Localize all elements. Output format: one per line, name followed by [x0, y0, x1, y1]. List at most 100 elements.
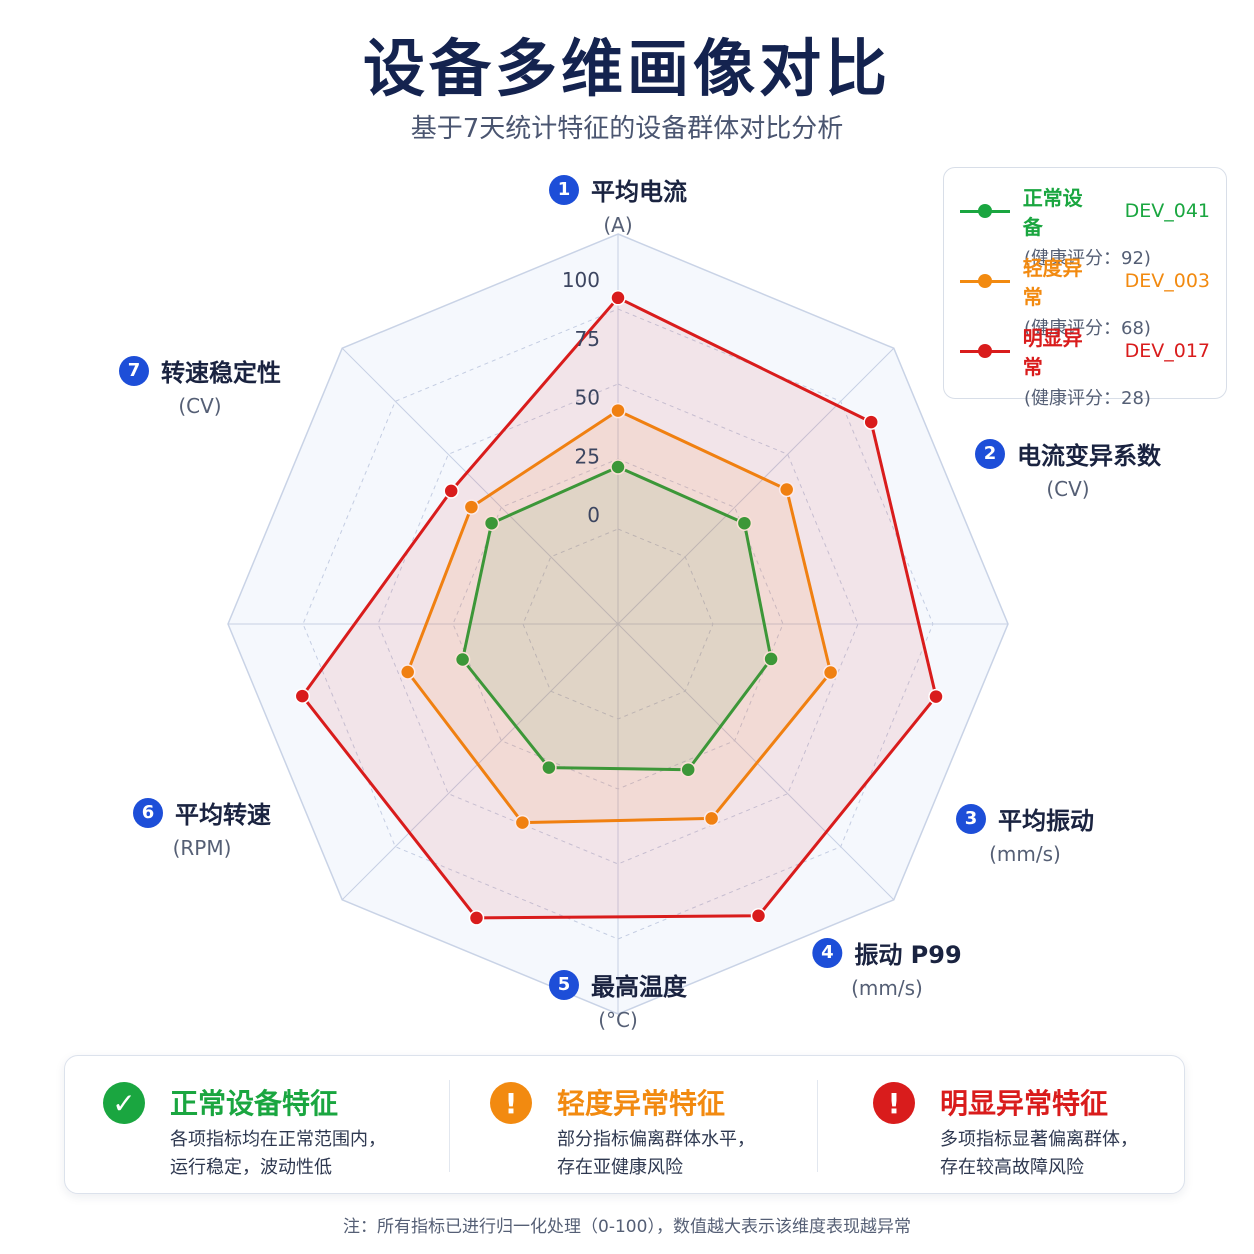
series-point: [822, 664, 839, 681]
series-point: [928, 688, 944, 705]
series-point: [541, 759, 557, 776]
radar-grid-ring: [377, 383, 859, 865]
legend-id: DEV_041: [1124, 200, 1210, 222]
radar-chart: 0 25 50 75 100: [227, 233, 1009, 1015]
series-point: [468, 910, 485, 926]
legend: 正常设备 DEV_041 (健康评分：92) 轻度异常 DEV_003 (健康评…: [943, 167, 1227, 409]
card-title: 明显异常特征: [940, 1087, 1109, 1120]
axis-unit: (RPM): [172, 836, 232, 860]
axis-name: 振动 P99: [854, 941, 962, 969]
tick-label: 75: [575, 327, 600, 351]
legend-score: (健康评分：28): [1024, 388, 1151, 409]
legend-name: 轻度异常: [1022, 256, 1083, 309]
summary-card-severe: ! 明显异常特征 多项指标显著偏离群体， 存在较高故障风险: [835, 1056, 1175, 1195]
series-point: [443, 483, 459, 499]
series-point: [463, 499, 480, 515]
legend-id: DEV_017: [1124, 340, 1210, 362]
radar-grid-ring: [302, 308, 934, 940]
legend-score: (健康评分：92): [1024, 248, 1151, 269]
radar-tick-labels: 0 25 50 75 100: [562, 268, 600, 527]
axis-label: 6 平均转速 (RPM): [133, 795, 271, 860]
series-point: [399, 664, 416, 680]
series-area-1: [461, 465, 773, 772]
series-point: [763, 651, 779, 667]
page-subtitle: 基于7天统计特征的设备群体对比分析: [410, 114, 844, 144]
axis-number-badge: 1: [549, 174, 579, 205]
axis-number-badge: 6: [133, 797, 163, 828]
legend-name: 明显异常: [1022, 326, 1083, 379]
axis-name: 最高温度: [591, 973, 687, 1001]
card-title: 正常设备特征: [170, 1087, 339, 1120]
series-area-3: [300, 296, 938, 920]
summary-card-mild: ! 轻度异常特征 部分指标偏离群体水平， 存在亚健康风险: [452, 1056, 792, 1195]
series-point: [863, 414, 879, 430]
axis-label: 2 电流变异系数 (CV): [975, 436, 1161, 501]
card-description: 多项指标显著偏离群体， 存在较高故障风险: [940, 1126, 1138, 1182]
tick-label: 100: [562, 268, 600, 292]
axis-label: 3 平均振动 (mm/s): [956, 801, 1094, 866]
tick-label: 0: [587, 503, 600, 527]
card-desc-line: 运行稳定，波动性低: [170, 1157, 332, 1178]
card-description: 部分指标偏离群体水平， 存在亚健康风险: [557, 1126, 755, 1182]
series-point: [514, 814, 531, 831]
exclamation-circle-icon: !: [490, 1082, 532, 1124]
legend-item-normal: 正常设备 DEV_041 (健康评分：92): [960, 182, 1210, 269]
footnote: 注：所有指标已进行归一化处理（0-100），数值越大表示该维度表现越异常: [343, 1217, 911, 1237]
axis-name: 转速稳定性: [161, 359, 281, 387]
divider: [817, 1080, 818, 1172]
series-point: [680, 761, 696, 778]
axis-unit: (mm/s): [851, 976, 923, 1000]
axis-label: 1 平均电流 (A): [549, 172, 687, 237]
legend-id: DEV_003: [1124, 270, 1210, 292]
axis-number-badge: 7: [119, 355, 149, 386]
exclamation-circle-icon: !: [873, 1082, 915, 1124]
series-point: [454, 651, 471, 668]
series-point: [294, 688, 311, 704]
axis-number-badge: 2: [975, 438, 1005, 469]
series-point: [483, 515, 500, 531]
card-desc-line: 部分指标偏离群体水平，: [557, 1129, 755, 1150]
axis-number-badge: 3: [956, 803, 986, 834]
legend-item-mild: 轻度异常 DEV_003 (健康评分：68): [960, 252, 1210, 339]
axis-name: 电流变异系数: [1017, 442, 1161, 470]
card-desc-line: 存在亚健康风险: [557, 1157, 683, 1178]
tick-label: 50: [575, 386, 600, 410]
axis-name: 平均振动: [998, 807, 1094, 835]
axis-label: 4 振动 P99 (mm/s): [812, 935, 962, 1000]
series-point: [736, 515, 753, 531]
axis-name: 平均转速: [175, 801, 271, 829]
legend-score: (健康评分：68): [1024, 318, 1151, 339]
legend-marker-normal: [960, 201, 1010, 221]
series-point: [610, 459, 626, 475]
series-point: [750, 908, 767, 924]
axis-name: 平均电流: [591, 178, 687, 206]
series-point: [778, 481, 795, 498]
radar-spoke: [341, 347, 619, 625]
axis-unit: (mm/s): [989, 842, 1061, 866]
radar-spoke: [617, 347, 895, 625]
card-title: 轻度异常特征: [557, 1087, 726, 1120]
axis-label: 7 转速稳定性 (CV): [119, 353, 281, 418]
card-desc-line: 多项指标显著偏离群体，: [940, 1129, 1138, 1150]
radar-series: [294, 290, 944, 926]
card-desc-line: 各项指标均在正常范围内，: [170, 1129, 386, 1150]
card-description: 各项指标均在正常范围内， 运行稳定，波动性低: [170, 1126, 386, 1182]
divider: [449, 1080, 450, 1172]
series-point: [610, 402, 626, 419]
axis-unit: (CV): [178, 394, 222, 418]
legend-name: 正常设备: [1022, 186, 1083, 239]
summary-panel: ✓ 正常设备特征 各项指标均在正常范围内， 运行稳定，波动性低 ! 轻度异常特征…: [64, 1055, 1185, 1194]
legend-marker-mild: [960, 271, 1010, 291]
axis-unit: (°C): [598, 1008, 638, 1032]
legend-marker-severe: [960, 341, 1010, 361]
summary-card-normal: ✓ 正常设备特征 各项指标均在正常范围内， 运行稳定，波动性低: [65, 1056, 405, 1195]
series-area-2: [406, 409, 833, 825]
legend-item-severe: 明显异常 DEV_017 (健康评分：28): [960, 322, 1210, 409]
axis-number-badge: 4: [812, 937, 843, 968]
radar-spoke: [341, 623, 619, 901]
axis-unit: (CV): [1046, 477, 1090, 501]
tick-label: 25: [575, 444, 600, 468]
page-title: 设备多维画像对比: [362, 32, 891, 105]
check-circle-icon: ✓: [103, 1082, 145, 1124]
axis-unit: (A): [603, 213, 633, 237]
